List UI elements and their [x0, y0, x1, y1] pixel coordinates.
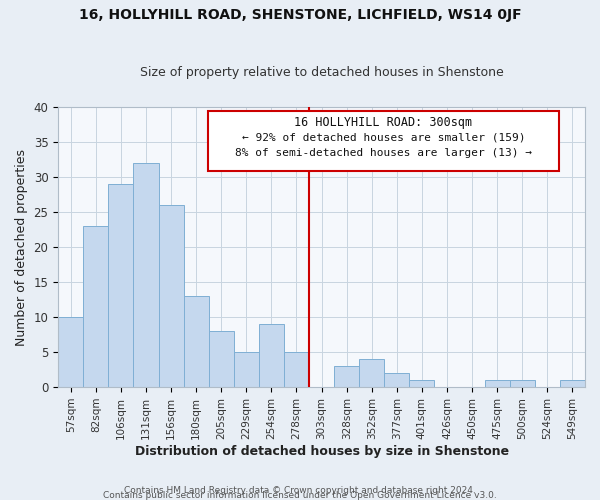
Bar [510, 380, 535, 387]
Bar [234, 352, 259, 387]
Bar [384, 373, 409, 387]
Bar [409, 380, 434, 387]
Y-axis label: Number of detached properties: Number of detached properties [15, 148, 28, 346]
Text: Contains HM Land Registry data © Crown copyright and database right 2024.: Contains HM Land Registry data © Crown c… [124, 486, 476, 495]
Bar [83, 226, 109, 387]
Text: 16, HOLLYHILL ROAD, SHENSTONE, LICHFIELD, WS14 0JF: 16, HOLLYHILL ROAD, SHENSTONE, LICHFIELD… [79, 8, 521, 22]
X-axis label: Distribution of detached houses by size in Shenstone: Distribution of detached houses by size … [134, 444, 509, 458]
Text: 8% of semi-detached houses are larger (13) →: 8% of semi-detached houses are larger (1… [235, 148, 532, 158]
Text: 16 HOLLYHILL ROAD: 300sqm: 16 HOLLYHILL ROAD: 300sqm [295, 116, 473, 130]
FancyBboxPatch shape [208, 112, 559, 172]
Bar [158, 205, 184, 387]
Text: Contains public sector information licensed under the Open Government Licence v3: Contains public sector information licen… [103, 490, 497, 500]
Bar [209, 331, 234, 387]
Bar [109, 184, 133, 387]
Text: ← 92% of detached houses are smaller (159): ← 92% of detached houses are smaller (15… [242, 132, 525, 142]
Title: Size of property relative to detached houses in Shenstone: Size of property relative to detached ho… [140, 66, 503, 80]
Bar [334, 366, 359, 387]
Bar [58, 317, 83, 387]
Bar [184, 296, 209, 387]
Bar [485, 380, 510, 387]
Bar [359, 359, 384, 387]
Bar [133, 163, 158, 387]
Bar [560, 380, 585, 387]
Bar [284, 352, 309, 387]
Bar [259, 324, 284, 387]
